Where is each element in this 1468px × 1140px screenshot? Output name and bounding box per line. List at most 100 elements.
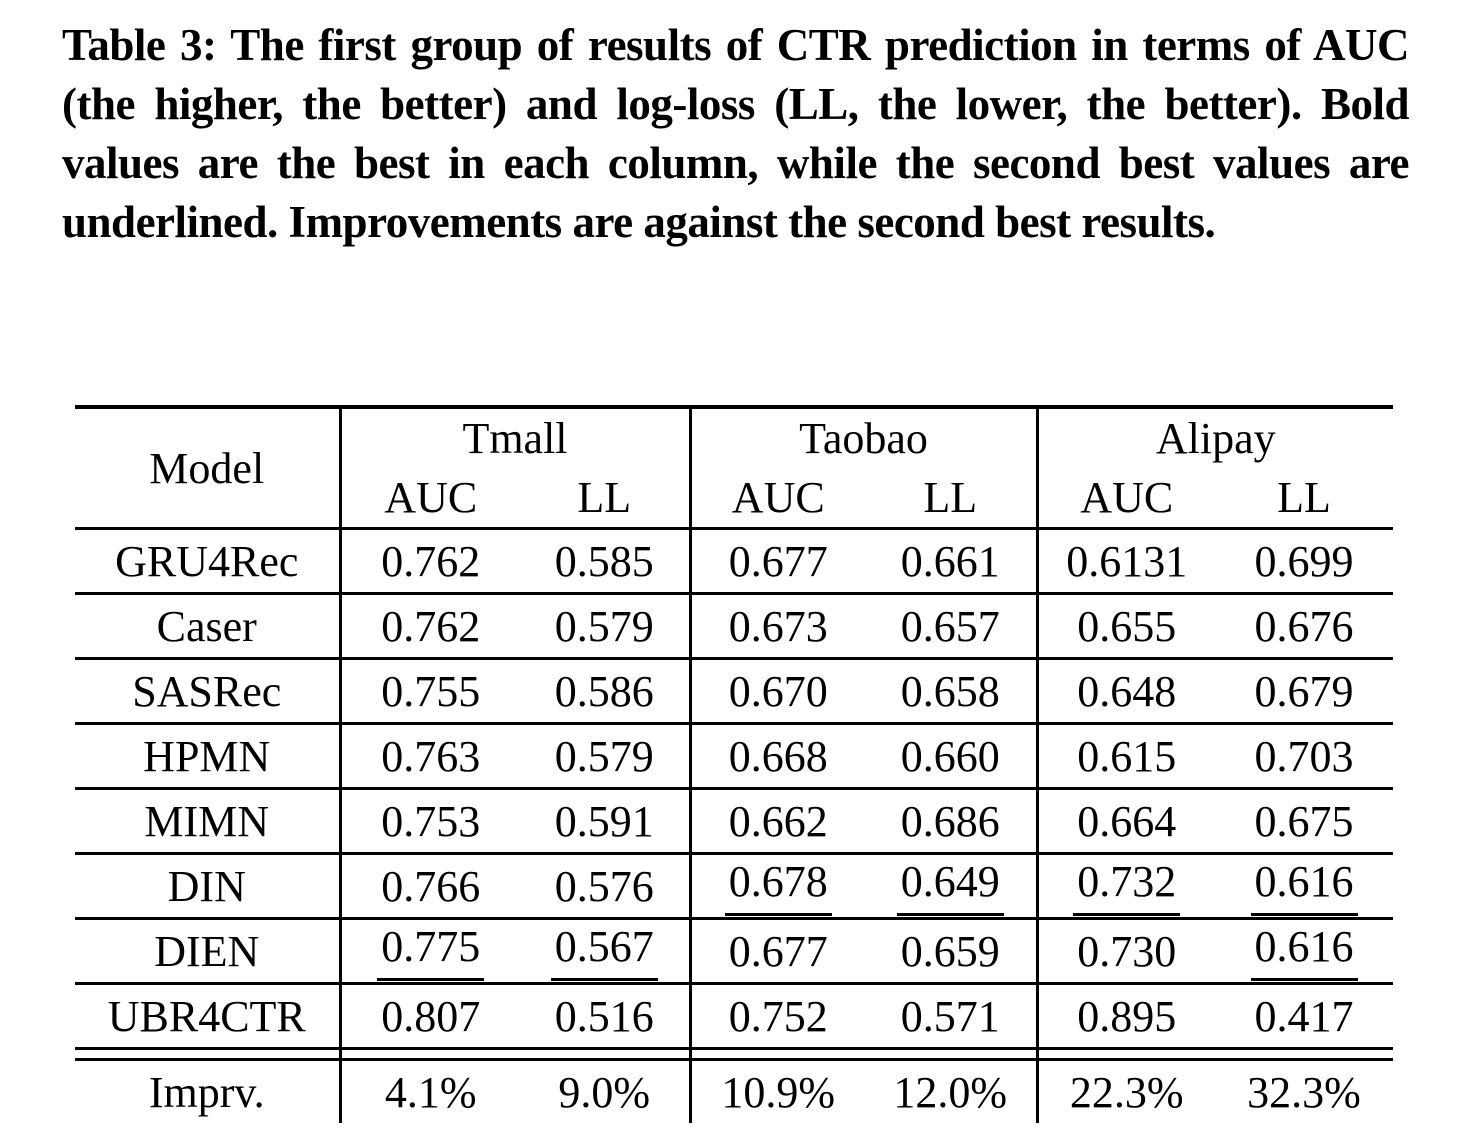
column-header-tmall-auc: AUC	[340, 467, 520, 530]
spacer-cell	[1215, 1048, 1394, 1061]
value-cell: 0.807	[340, 983, 520, 1050]
value-cell: 0.762	[340, 593, 520, 660]
model-name: MIMN	[75, 788, 342, 855]
table-row-hpmn: HPMN 0.763 0.579 0.668 0.660 0.615 0.703	[75, 723, 1394, 790]
improvement-label: Imprv.	[75, 1059, 342, 1123]
value-cell: 0.579	[520, 723, 692, 790]
value-cell: 0.730	[1037, 918, 1215, 985]
value-cell: 0.660	[865, 723, 1039, 790]
column-header-alipay-ll: LL	[1215, 467, 1394, 530]
value-cell: 0.661	[865, 528, 1039, 595]
column-header-model: Model	[75, 405, 342, 530]
group-header-taobao: Taobao	[690, 405, 1039, 467]
value-cell: 0.677	[690, 528, 865, 595]
value-cell: 0.668	[690, 723, 865, 790]
group-header-tmall: Tmall	[340, 405, 692, 467]
value-cell: 0.586	[520, 658, 692, 725]
value-cell: 0.752	[690, 983, 865, 1050]
value-cell: 0.699	[1215, 528, 1394, 595]
value-cell: 0.648	[1037, 658, 1215, 725]
double-rule-spacer	[75, 1048, 1394, 1061]
table-row-caser: Caser 0.762 0.579 0.673 0.657 0.655 0.676	[75, 593, 1394, 660]
second-best-value: 0.567	[550, 924, 658, 981]
value-cell: 0.755	[340, 658, 520, 725]
value-cell: 0.662	[690, 788, 865, 855]
value-cell: 0.567	[520, 918, 692, 985]
table-row-ubr4ctr: UBR4CTR 0.807 0.516 0.752 0.571 0.895 0.417	[75, 983, 1394, 1050]
model-name: Caser	[75, 593, 342, 660]
value-cell: 0.571	[865, 983, 1039, 1050]
second-best-value: 0.616	[1250, 924, 1358, 981]
value-cell: 0.579	[520, 593, 692, 660]
value-cell: 0.766	[340, 853, 520, 920]
improvement-value: 22.3%	[1069, 1067, 1184, 1117]
table-caption: Table 3: The first group of results of C…	[62, 20, 1410, 247]
spacer-cell	[340, 1048, 520, 1061]
improvement-value: 10.9%	[721, 1067, 836, 1117]
value-cell: 0.615	[1037, 723, 1215, 790]
value-cell: 0.686	[865, 788, 1039, 855]
value-cell: 0.677	[690, 918, 865, 985]
value-cell: 0.762	[340, 528, 520, 595]
table-row-sasrec: SASRec 0.755 0.586 0.670 0.658 0.648 0.679	[75, 658, 1394, 725]
model-name: SASRec	[75, 658, 342, 725]
value-cell: 0.417	[1215, 983, 1394, 1050]
spacer-cell	[1037, 1048, 1215, 1061]
value-cell: 0.678	[690, 853, 865, 920]
group-header-row: Model Tmall Taobao Alipay	[75, 405, 1394, 530]
column-header-taobao-ll: LL	[865, 467, 1039, 530]
value-cell: 0.585	[520, 528, 692, 595]
table-row-dien: DIEN 0.775 0.567 0.677 0.659 0.730 0.616	[75, 918, 1394, 985]
second-best-value: 0.732	[1073, 859, 1181, 916]
value-cell: 0.664	[1037, 788, 1215, 855]
value-cell: 0.676	[1215, 593, 1394, 660]
spacer-cell	[520, 1048, 692, 1061]
second-best-value: 0.616	[1250, 859, 1358, 916]
table-body: GRU4Rec 0.762 0.585 0.677 0.661 0.6131 0.699 Ca…	[75, 528, 1394, 1123]
value-cell: 0.753	[340, 788, 520, 855]
value-cell: 0.649	[865, 853, 1039, 920]
value-cell: 0.679	[1215, 658, 1394, 725]
column-header-alipay-auc: AUC	[1037, 467, 1215, 530]
value-cell: 0.576	[520, 853, 692, 920]
second-best-value: 0.649	[896, 859, 1004, 916]
value-cell: 0.675	[1215, 788, 1394, 855]
column-header-taobao-auc: AUC	[690, 467, 865, 530]
value-cell: 0.655	[1037, 593, 1215, 660]
spacer-cell	[75, 1048, 342, 1061]
value-cell: 0.775	[340, 918, 520, 985]
value-cell: 0.895	[1037, 983, 1215, 1050]
metric-header-row: AUC LL AUC LL AUC LL	[75, 467, 1394, 530]
improvement-value: 9.0%	[520, 1059, 692, 1123]
value-cell: 0.657	[865, 593, 1039, 660]
value-cell: 0.732	[1037, 853, 1215, 920]
table-row-mimn: MIMN 0.753 0.591 0.662 0.686 0.664 0.675	[75, 788, 1394, 855]
table-row-gru4rec: GRU4Rec 0.762 0.585 0.677 0.661 0.6131 0.699	[75, 528, 1394, 595]
group-header-alipay: Alipay	[1037, 405, 1394, 467]
table-row-din: DIN 0.766 0.576 0.678 0.649 0.732 0.616	[75, 853, 1394, 920]
improvement-value: 32.3%	[1247, 1067, 1361, 1117]
spacer-cell	[865, 1048, 1039, 1061]
value-cell: 0.616	[1215, 853, 1394, 920]
value-cell: 0.703	[1215, 723, 1394, 790]
model-name: DIEN	[75, 918, 342, 985]
spacer-cell	[690, 1048, 865, 1061]
value-cell: 0.673	[690, 593, 865, 660]
second-best-value: 0.678	[724, 859, 832, 916]
value-cell: 0.516	[520, 983, 692, 1050]
table-header: Model Tmall Taobao Alipay AUC LL AUC LL …	[75, 405, 1394, 530]
model-name: GRU4Rec	[75, 528, 342, 595]
value-cell: 0.658	[865, 658, 1039, 725]
improvement-row: Imprv. 4.1% 9.0% 10.9% 12.0% 22.3% 32.3%	[75, 1059, 1393, 1123]
value-cell: 0.763	[340, 723, 520, 790]
value-cell: 0.6131	[1037, 528, 1215, 595]
improvement-value: 12.0%	[865, 1059, 1039, 1123]
second-best-value: 0.775	[377, 924, 485, 981]
value-cell: 0.670	[690, 658, 865, 725]
model-name: UBR4CTR	[75, 983, 342, 1050]
value-cell: 0.591	[520, 788, 692, 855]
improvement-value: 4.1%	[384, 1067, 477, 1117]
value-cell: 0.616	[1215, 918, 1394, 985]
value-cell: 0.659	[865, 918, 1039, 985]
